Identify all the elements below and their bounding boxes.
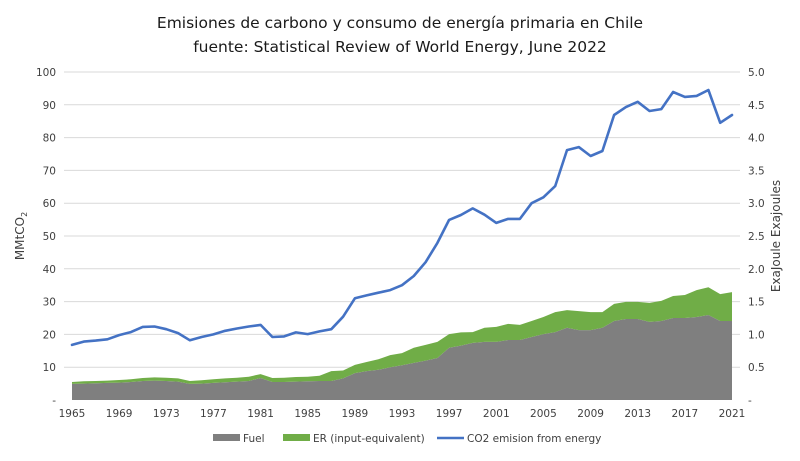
chart-title: Emisiones de carbono y consumo de energí… — [157, 14, 643, 32]
right-tick-label: 5.0 — [748, 67, 765, 79]
left-axis-ticks: - 10 20 30 40 50 60 70 80 90 100 — [36, 67, 56, 407]
x-tick-label: 1965 — [59, 408, 86, 420]
left-tick-label: 10 — [43, 362, 56, 374]
left-tick-label: 20 — [43, 329, 56, 341]
area-er-input-equivalent — [72, 287, 732, 384]
left-axis-title-main: MMtCO — [13, 217, 27, 260]
legend-label: ER (input-equivalent) — [313, 433, 425, 445]
right-tick-label: - — [748, 395, 752, 407]
x-tick-label: 1973 — [153, 408, 180, 420]
right-tick-label: 1.5 — [748, 297, 765, 309]
right-axis-title: ExaJoule Exajoules — [769, 180, 783, 292]
left-axis-title-subscript: 2 — [20, 212, 29, 217]
right-tick-label: 0.5 — [748, 362, 765, 374]
area-series — [72, 287, 732, 400]
x-tick-label: 2001 — [483, 408, 510, 420]
left-tick-label: 80 — [43, 133, 56, 145]
x-tick-label: 2017 — [671, 408, 698, 420]
left-tick-label: 70 — [43, 165, 56, 177]
right-tick-label: 3.5 — [748, 165, 765, 177]
x-tick-label: 1981 — [247, 408, 274, 420]
legend-label: CO2 emision from energy — [467, 433, 601, 445]
x-tick-label: 1969 — [106, 408, 133, 420]
x-tick-label: 1985 — [294, 408, 321, 420]
legend-swatch — [213, 434, 240, 441]
left-tick-label: 50 — [43, 231, 56, 243]
right-tick-label: 2.5 — [748, 231, 765, 243]
right-tick-label: 4.0 — [748, 133, 765, 145]
right-tick-label: 1.0 — [748, 329, 765, 341]
left-tick-label: 40 — [43, 264, 56, 276]
chart-subtitle: fuente: Statistical Review of World Ener… — [193, 38, 607, 56]
left-axis-title: MMtCO2 — [13, 212, 29, 260]
legend-swatch — [283, 434, 310, 441]
gridlines — [64, 71, 740, 368]
left-tick-label: 30 — [43, 297, 56, 309]
x-axis-ticks: 1965 1969 1973 1977 1981 1985 1989 1993 1997 2001… — [59, 408, 746, 420]
left-tick-label: 60 — [43, 198, 56, 210]
x-tick-label: 2005 — [530, 408, 557, 420]
right-tick-label: 2.0 — [748, 264, 765, 276]
x-tick-label: 1993 — [389, 408, 416, 420]
left-tick-label: - — [52, 395, 56, 407]
x-tick-label: 2013 — [624, 408, 651, 420]
area-fuel — [72, 315, 732, 400]
left-tick-label: 90 — [43, 100, 56, 112]
left-tick-label: 100 — [36, 67, 56, 79]
legend-label: Fuel — [243, 433, 265, 445]
x-tick-label: 1989 — [341, 408, 368, 420]
x-tick-label: 2009 — [577, 408, 604, 420]
x-tick-label: 1977 — [200, 408, 227, 420]
right-tick-label: 4.5 — [748, 100, 765, 112]
x-tick-label: 1997 — [436, 408, 463, 420]
right-tick-label: 3.0 — [748, 198, 765, 210]
line-series — [70, 88, 734, 347]
x-tick-label: 2021 — [719, 408, 746, 420]
right-axis-ticks: - 0.5 1.0 1.5 2.0 2.5 3.0 3.5 4.0 4.5 5.0 — [748, 67, 765, 407]
legend: Fuel ER (input-equivalent) CO2 emision fro… — [213, 433, 601, 445]
